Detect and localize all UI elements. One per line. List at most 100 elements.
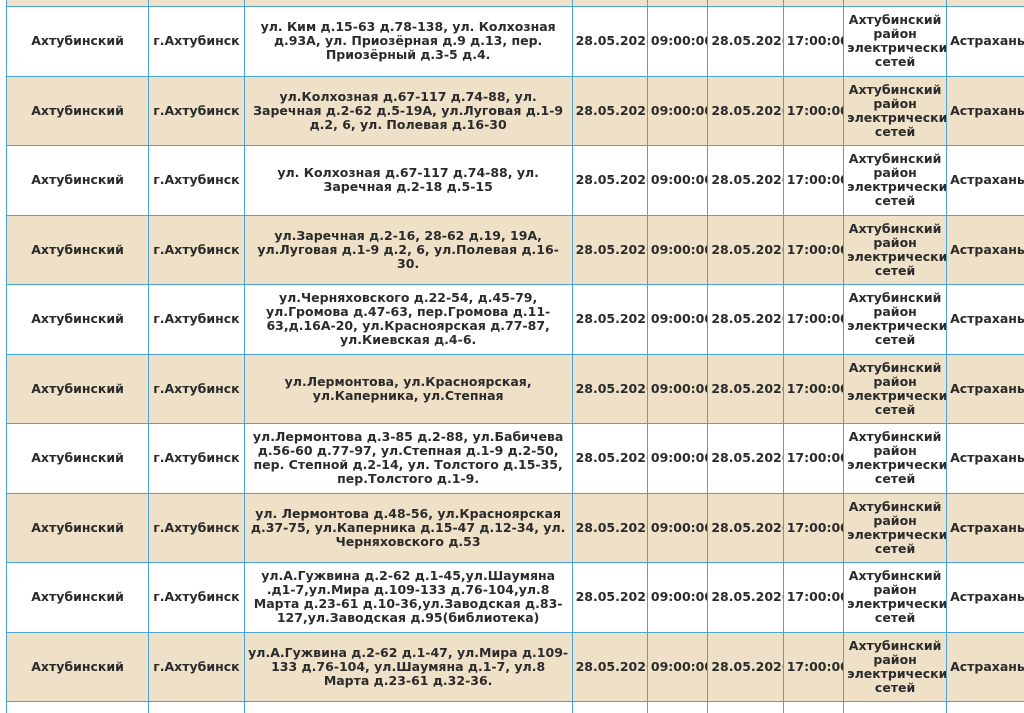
end-date-cell: 28.05.2026: [707, 284, 784, 355]
district-cell: Ахтубинский: [5, 631, 150, 702]
start-time-cell: 09:00:00: [646, 145, 709, 216]
table-row: Ахтубинский г.Ахтубинск ул. Ким д.15-63 …: [5, 6, 1024, 77]
city-cell: г.Ахтубинск: [148, 6, 245, 77]
end-time-cell: 17:00:00: [782, 492, 845, 563]
district-cell: Ахтубинский: [5, 423, 150, 494]
streets-cell: ул. Ким д.15-63 д.78-138, ул. Колхозная …: [243, 6, 573, 77]
end-time-cell: 17:00:00: [782, 75, 845, 146]
start-time-cell: 09:00:00: [646, 214, 709, 285]
organization-cell: Астраханьэнерго: [946, 492, 1024, 563]
organization-cell: Астраханьэнерго: [946, 145, 1024, 216]
end-date-cell: 28.05.2026: [707, 423, 784, 494]
start-time-cell: 09:00:00: [646, 492, 709, 563]
organization-cell: Астраханьэнерго: [946, 631, 1024, 702]
end-time-cell: 17:00:00: [782, 562, 845, 633]
city-cell: г.Ахтубинск: [148, 75, 245, 146]
res-cell: Ахтубинский район электрических сетей: [843, 75, 948, 146]
streets-cell: ул. Колхозная д.67-117 д.74-88, ул. Заре…: [243, 145, 573, 216]
table-row: Ахтубинский г.Ахтубинск ул.Заречная д.2-…: [5, 214, 1024, 285]
table-row: Ахтубинский г.Ахтубинск ул.Лермонтова, у…: [5, 353, 1024, 424]
start-date-cell: 28.05.2026: [571, 562, 648, 633]
organization-cell: Астраханьэнерго: [946, 6, 1024, 77]
end-date-cell: 28.05.2026: [707, 492, 784, 563]
end-time-cell: 17:00:00: [782, 631, 845, 702]
end-time-cell: 17:00:00: [782, 423, 845, 494]
end-date-cell: 28.05.2026: [707, 6, 784, 77]
organization-cell: Астраханьэнерго: [946, 75, 1024, 146]
res-cell: Ахтубинский район электрических сетей: [843, 6, 948, 77]
district-cell: Ахтубинский: [5, 492, 150, 563]
start-date-cell: 28.05.2026: [571, 284, 648, 355]
streets-cell: ул.А.Гужвина д.2-62 д.1-47, ул.Мира д.10…: [243, 631, 573, 702]
streets-cell: ул.Лермонтова, ул.Красноярская, ул.Капер…: [243, 353, 573, 424]
district-cell: Ахтубинский: [5, 145, 150, 216]
district-cell: Ахтубинский: [5, 6, 150, 77]
streets-cell: ул.Лермонтова д.3-85 д.2-88, ул.Бабичева…: [243, 423, 573, 494]
district-cell: Ахтубинский: [5, 353, 150, 424]
end-date-cell: 28.05.2026: [707, 562, 784, 633]
district-cell: Ахтубинский: [5, 562, 150, 633]
start-time-cell: 09:00:00: [646, 353, 709, 424]
table-row-partial-bottom: [5, 701, 1024, 713]
city-cell: г.Ахтубинск: [148, 423, 245, 494]
table-row: Ахтубинский г.Ахтубинск ул.А.Гужвина д.2…: [5, 562, 1024, 633]
table-row: Ахтубинский г.Ахтубинск ул.Колхозная д.6…: [5, 75, 1024, 146]
start-time-cell: 09:00:00: [646, 75, 709, 146]
district-cell: Ахтубинский: [5, 284, 150, 355]
table-row: Ахтубинский г.Ахтубинск ул. Колхозная д.…: [5, 145, 1024, 216]
start-time-cell: 09:00:00: [646, 562, 709, 633]
end-date-cell: 28.05.2026: [707, 75, 784, 146]
organization-cell: Астраханьэнерго: [946, 284, 1024, 355]
end-date-cell: 28.05.2026: [707, 145, 784, 216]
city-cell: г.Ахтубинск: [148, 145, 245, 216]
res-cell: Ахтубинский район электрических сетей: [843, 631, 948, 702]
res-cell: Ахтубинский район электрических сетей: [843, 492, 948, 563]
city-cell: г.Ахтубинск: [148, 492, 245, 563]
table-row: Ахтубинский г.Ахтубинск ул.Лермонтова д.…: [5, 423, 1024, 494]
start-date-cell: 28.05.2026: [571, 145, 648, 216]
res-cell: Ахтубинский район электрических сетей: [843, 214, 948, 285]
end-time-cell: 17:00:00: [782, 6, 845, 77]
start-date-cell: 28.05.2026: [571, 75, 648, 146]
streets-cell: ул.А.Гужвина д.2-62 д.1-45,ул.Шаумяна .д…: [243, 562, 573, 633]
res-cell: Ахтубинский район электрических сетей: [843, 353, 948, 424]
district-cell: Ахтубинский: [5, 214, 150, 285]
city-cell: г.Ахтубинск: [148, 284, 245, 355]
end-date-cell: 28.05.2026: [707, 353, 784, 424]
district-cell: Ахтубинский: [5, 75, 150, 146]
start-time-cell: 09:00:00: [646, 284, 709, 355]
start-time-cell: 09:00:00: [646, 423, 709, 494]
city-cell: г.Ахтубинск: [148, 631, 245, 702]
table-row-partial-top: [5, 0, 1024, 7]
streets-cell: ул. Лермонтова д.48-56, ул.Красноярская …: [243, 492, 573, 563]
organization-cell: Астраханьэнерго: [946, 214, 1024, 285]
start-date-cell: 28.05.2026: [571, 631, 648, 702]
end-time-cell: 17:00:00: [782, 214, 845, 285]
res-cell: Ахтубинский район электрических сетей: [843, 145, 948, 216]
end-date-cell: 28.05.2026: [707, 214, 784, 285]
start-time-cell: 09:00:00: [646, 6, 709, 77]
start-time-cell: 09:00:00: [646, 631, 709, 702]
streets-cell: ул.Колхозная д.67-117 д.74-88, ул. Зареч…: [243, 75, 573, 146]
end-time-cell: 17:00:00: [782, 353, 845, 424]
organization-cell: Астраханьэнерго: [946, 423, 1024, 494]
outage-schedule-table: Ахтубинский г.Ахтубинск ул. Ким д.15-63 …: [5, 0, 1024, 713]
res-cell: Ахтубинский район электрических сетей: [843, 423, 948, 494]
streets-cell: ул.Черняховского д.22-54, д.45-79, ул.Гр…: [243, 284, 573, 355]
streets-cell: ул.Заречная д.2-16, 28-62 д.19, 19А, ул.…: [243, 214, 573, 285]
organization-cell: Астраханьэнерго: [946, 562, 1024, 633]
organization-cell: Астраханьэнерго: [946, 353, 1024, 424]
city-cell: г.Ахтубинск: [148, 214, 245, 285]
table-row: Ахтубинский г.Ахтубинск ул. Лермонтова д…: [5, 492, 1024, 563]
start-date-cell: 28.05.2026: [571, 214, 648, 285]
end-time-cell: 17:00:00: [782, 145, 845, 216]
start-date-cell: 28.05.2026: [571, 492, 648, 563]
res-cell: Ахтубинский район электрических сетей: [843, 284, 948, 355]
table-row: Ахтубинский г.Ахтубинск ул.А.Гужвина д.2…: [5, 631, 1024, 702]
res-cell: Ахтубинский район электрических сетей: [843, 562, 948, 633]
end-time-cell: 17:00:00: [782, 284, 845, 355]
end-date-cell: 28.05.2026: [707, 631, 784, 702]
start-date-cell: 28.05.2026: [571, 423, 648, 494]
city-cell: г.Ахтубинск: [148, 353, 245, 424]
